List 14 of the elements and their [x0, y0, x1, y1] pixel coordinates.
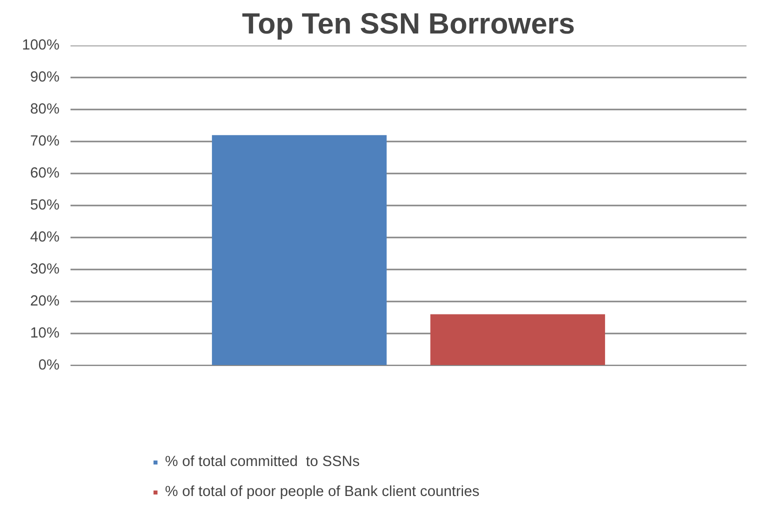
y-tick-label: 50% — [30, 198, 60, 214]
y-tick-label: 100% — [22, 38, 60, 54]
y-tick-label: 80% — [30, 102, 60, 118]
y-tick-label: 90% — [30, 70, 60, 86]
y-tick-label: 60% — [30, 166, 60, 182]
y-tick-label: 70% — [30, 134, 60, 150]
chart-title: Top Ten SSN Borrowers — [242, 8, 575, 40]
y-tick-label: 0% — [38, 358, 60, 374]
legend-label: % of total committed to SSNs — [165, 454, 360, 470]
y-tick-label: 30% — [30, 262, 60, 278]
y-tick-label: 40% — [30, 230, 60, 246]
legend-label: % of total of poor people of Bank client countries — [165, 484, 480, 500]
y-tick-label: 10% — [30, 326, 60, 342]
y-tick-label: 20% — [30, 294, 60, 310]
